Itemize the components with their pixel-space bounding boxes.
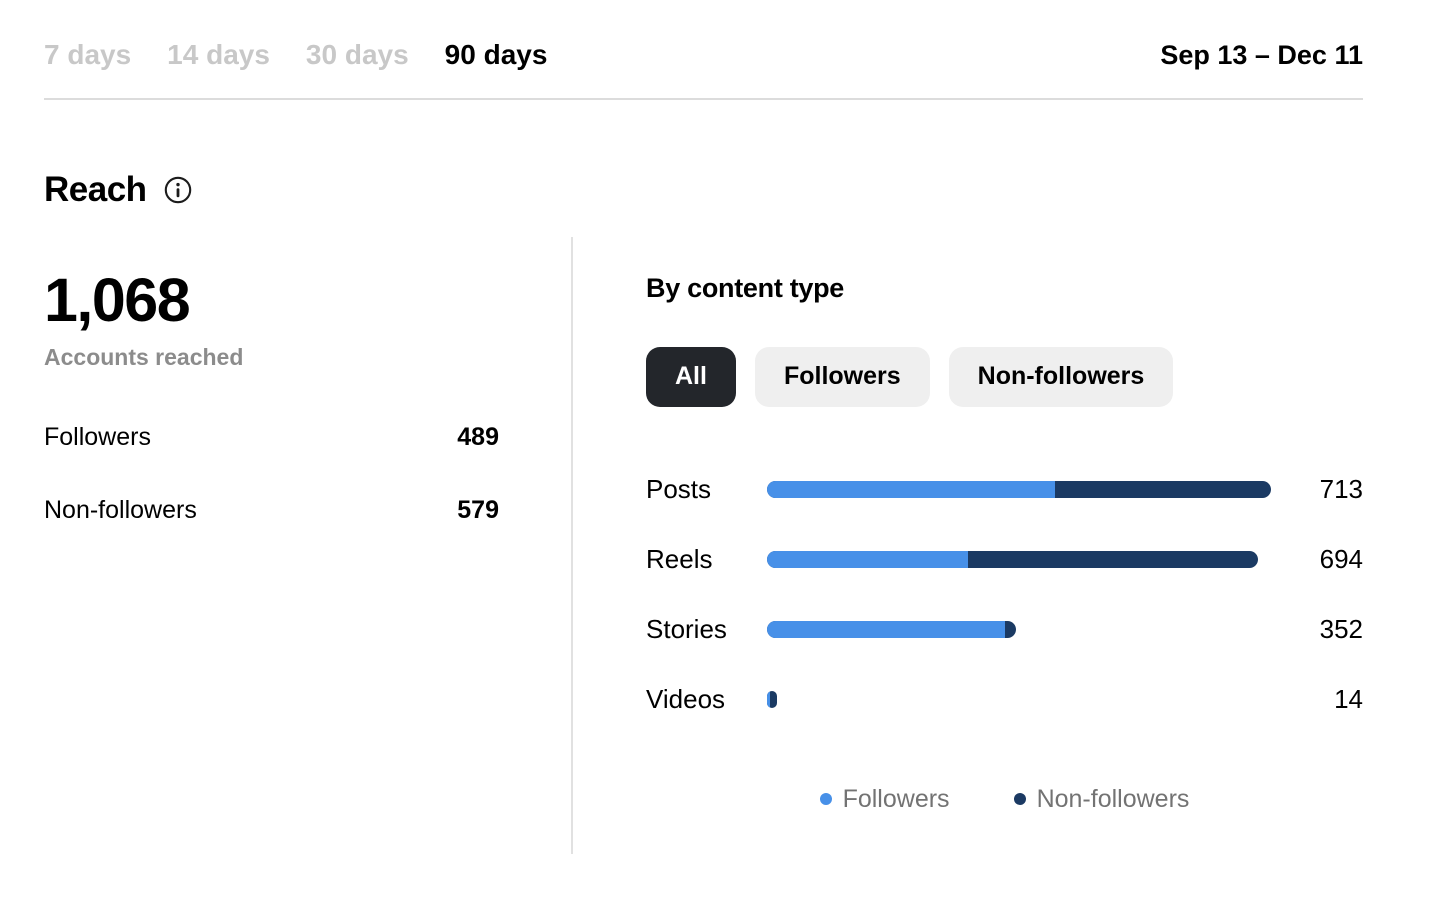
breakdown-row-non-followers: Non-followers 579 <box>44 496 499 525</box>
bar-non-followers-segment <box>767 691 777 709</box>
bar-category-label: Posts <box>646 474 712 505</box>
audience-filter-group: All Followers Non-followers <box>646 346 1363 407</box>
bar-value: 713 <box>1319 474 1363 505</box>
date-range-label: Sep 13 – Dec 11 <box>1160 40 1363 70</box>
legend-label: Non-followers <box>1036 784 1190 813</box>
bar-category-label: Stories <box>646 614 727 645</box>
page-title: Reach <box>44 169 147 209</box>
breakdown-value: 579 <box>457 495 499 524</box>
legend-item-non-followers: Non-followers <box>1013 784 1190 814</box>
bar-track <box>767 551 1271 569</box>
tab-7-days[interactable]: 7 days <box>44 39 132 70</box>
breakdown-label: Followers <box>44 422 151 451</box>
breakdown-label: Non-followers <box>44 495 197 524</box>
legend-label: Followers <box>842 784 950 813</box>
bar-value: 14 <box>1334 684 1363 715</box>
bar-row: Posts 713 <box>646 455 1363 525</box>
content-type-chart: Posts 713 Reels 694 <box>646 455 1363 735</box>
followers-dot-icon <box>819 793 832 806</box>
bar-row: Reels 694 <box>646 525 1363 595</box>
bar-followers-segment <box>767 621 1005 639</box>
reach-summary-panel: 1,068 Accounts reached Followers 489 Non… <box>44 237 571 854</box>
time-range-tabs: 7 days 14 days 30 days 90 days <box>44 38 547 72</box>
bar-non-followers-segment <box>767 551 1258 569</box>
reach-content: 1,068 Accounts reached Followers 489 Non… <box>44 236 1363 854</box>
bar-row: Stories 352 <box>646 595 1363 665</box>
bar-followers-segment <box>767 691 770 709</box>
header: 7 days 14 days 30 days 90 days Sep 13 – … <box>44 38 1363 72</box>
breakdown-value: 489 <box>457 422 499 451</box>
bar-followers-segment <box>767 551 968 569</box>
filter-non-followers[interactable]: Non-followers <box>948 346 1174 407</box>
bar-category-label: Reels <box>646 544 713 575</box>
non-followers-dot-icon <box>1013 793 1026 806</box>
info-icon[interactable] <box>163 175 193 205</box>
tab-90-days[interactable]: 90 days <box>444 39 548 70</box>
legend-item-followers: Followers <box>819 784 950 814</box>
chart-legend: Followers Non-followers <box>646 785 1363 814</box>
breakdown-row-followers: Followers 489 <box>44 423 499 452</box>
reach-section-header: Reach <box>44 170 1363 210</box>
tab-30-days[interactable]: 30 days <box>305 39 409 70</box>
content-type-panel: By content type All Followers Non-follow… <box>571 236 1363 854</box>
bar-track <box>767 621 1271 639</box>
header-divider <box>44 97 1363 100</box>
bar-non-followers-segment <box>767 481 1271 499</box>
total-reach-caption: Accounts reached <box>44 343 244 370</box>
bar-followers-segment <box>767 481 1055 499</box>
filter-all[interactable]: All <box>646 346 736 407</box>
bar-value: 694 <box>1319 544 1363 575</box>
bar-non-followers-segment <box>767 621 1016 639</box>
filter-followers[interactable]: Followers <box>754 346 930 407</box>
total-reach-value: 1,068 <box>44 265 191 334</box>
bar-category-label: Videos <box>646 684 726 715</box>
bar-row: Videos 14 <box>646 665 1363 735</box>
bar-track <box>767 481 1271 499</box>
reach-breakdown: Followers 489 Non-followers 579 <box>44 423 499 525</box>
bar-track <box>767 691 1271 709</box>
content-type-title: By content type <box>646 272 845 303</box>
reach-insights-page: 7 days 14 days 30 days 90 days Sep 13 – … <box>44 38 1363 854</box>
tab-14-days[interactable]: 14 days <box>167 39 270 70</box>
bar-value: 352 <box>1319 614 1363 645</box>
